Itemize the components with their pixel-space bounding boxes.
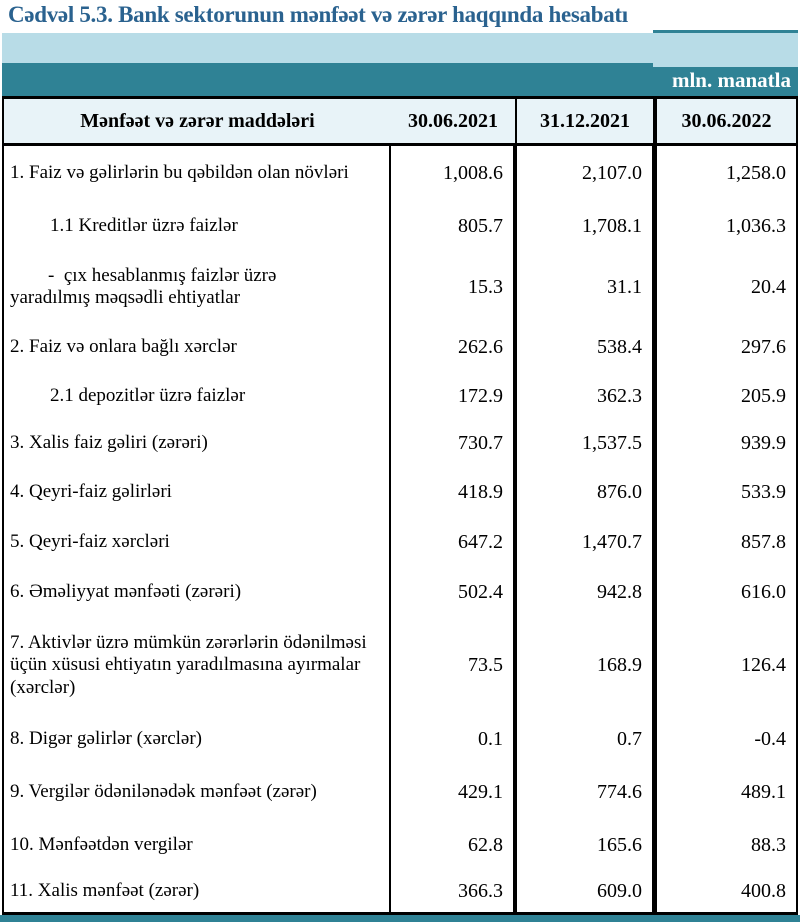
row-value-1: 730.7 xyxy=(391,420,517,467)
row-value-2: 876.0 xyxy=(517,467,657,517)
table-title: Cədvəl 5.3. Bank sektorunun mənfəət və z… xyxy=(8,2,628,27)
row-value-3: 857.8 xyxy=(741,530,786,553)
table-row: 8. Digər gəlirlər (xərclər) 0.1 0.7 -0.4 xyxy=(4,714,796,764)
unit-label: mln. manatla xyxy=(671,68,791,92)
row-label: 4. Qeyri-faiz gəlirləri xyxy=(10,480,172,502)
row-value-2: 609.0 xyxy=(517,870,657,912)
row-label: 7. Aktivlər üzrə mümkün zərərlərin ödəni… xyxy=(10,631,367,698)
row-label: 1. Faiz və gəlirlərin bu qəbildən olan n… xyxy=(10,161,349,183)
table-row: 2.1 depozitlər üzrə faizlər 172.9 362.3 … xyxy=(4,372,796,420)
row-value-2: 362.3 xyxy=(517,372,657,420)
row-value-3: 616.0 xyxy=(741,580,786,603)
table-row: 11. Xalis mənfəət (zərər) 366.3 609.0 40… xyxy=(4,870,796,912)
table-row: 2. Faiz və onlara bağlı xərclər 262.6 53… xyxy=(4,322,796,372)
row-value-1: 805.7 xyxy=(391,200,517,252)
row-label: 8. Digər gəlirlər (xərclər) xyxy=(10,727,203,749)
row-label: 10. Mənfəətdən vergilər xyxy=(10,833,193,855)
row-value-3: 939.9 xyxy=(741,432,786,454)
row-value-2: 774.6 xyxy=(517,764,657,820)
table-row: 10. Mənfəətdən vergilər 62.8 165.6 88.3 xyxy=(4,820,796,870)
row-label: 1.1 Kreditlər üzrə faizlər xyxy=(50,214,238,236)
row-value-3: 1,036.3 xyxy=(726,214,786,237)
table-row: 1. Faiz və gəlirlərin bu qəbildən olan n… xyxy=(4,146,796,200)
light-blue-band-step xyxy=(653,63,798,67)
row-value-2: 942.8 xyxy=(517,567,657,617)
row-label: 2. Faiz və onlara bağlı xərclər xyxy=(10,335,237,357)
row-label: 11. Xalis mənfəət (zərər) xyxy=(10,879,200,901)
row-value-1: 1,008.6 xyxy=(391,146,517,200)
row-label: 3. Xalis faiz gəliri (zərəri) xyxy=(10,432,208,454)
row-value-2: 0.7 xyxy=(517,714,657,764)
row-value-3: 489.1 xyxy=(741,780,786,803)
row-value-3: 297.6 xyxy=(741,335,786,358)
table-row: 3. Xalis faiz gəliri (zərəri) 730.7 1,53… xyxy=(4,420,796,467)
table-row: 6. Əməliyyat mənfəəti (zərəri) 502.4 942… xyxy=(4,567,796,617)
table-row: 7. Aktivlər üzrə mümkün zərərlərin ödəni… xyxy=(4,617,796,714)
table-row: 1.1 Kreditlər üzrə faizlər 805.7 1,708.1… xyxy=(4,200,796,252)
table-header-row: Mənfəət və zərər maddələri 30.06.2021 31… xyxy=(4,99,796,146)
row-value-2: 538.4 xyxy=(517,322,657,372)
column-header-items: Mənfəət və zərər maddələri xyxy=(80,109,315,132)
row-value-2: 1,708.1 xyxy=(517,200,657,252)
pnl-table: Mənfəət və zərər maddələri 30.06.2021 31… xyxy=(2,96,798,915)
row-value-3: 88.3 xyxy=(751,833,786,856)
row-value-2: 165.6 xyxy=(517,820,657,870)
row-value-3: -0.4 xyxy=(754,727,786,750)
row-label: 6. Əməliyyat mənfəəti (zərəri) xyxy=(10,580,242,602)
table-row: 5. Qeyri-faiz xərcləri 647.2 1,470.7 857… xyxy=(4,517,796,567)
bottom-teal-strip xyxy=(0,915,800,922)
column-header-31-12-2021: 31.12.2021 xyxy=(517,99,657,143)
light-blue-band xyxy=(2,33,798,63)
row-value-1: 0.1 xyxy=(391,714,517,764)
row-label: - çıx hesablanmış faizlər üzrə yaradılmı… xyxy=(10,264,277,308)
row-label: 5. Qeyri-faiz xərcləri xyxy=(10,530,170,552)
row-value-1: 429.1 xyxy=(391,764,517,820)
column-header-30-06-2021: 30.06.2021 xyxy=(391,99,517,143)
row-value-1: 73.5 xyxy=(391,617,517,714)
table-row: - çıx hesablanmış faizlər üzrə yaradılmı… xyxy=(4,252,796,322)
row-value-2: 2,107.0 xyxy=(517,146,657,200)
row-value-1: 262.6 xyxy=(391,322,517,372)
row-value-3: 400.8 xyxy=(741,879,786,902)
row-value-1: 418.9 xyxy=(391,467,517,517)
row-label: 2.1 depozitlər üzrə faizlər xyxy=(50,384,246,406)
row-value-3: 20.4 xyxy=(751,275,786,298)
row-value-1: 172.9 xyxy=(391,372,517,420)
teal-band xyxy=(2,63,798,96)
teal-sliver xyxy=(653,30,798,34)
row-value-1: 647.2 xyxy=(391,517,517,567)
row-value-2: 1,537.5 xyxy=(517,420,657,467)
row-value-3: 126.4 xyxy=(741,654,786,676)
row-value-1: 62.8 xyxy=(391,820,517,870)
row-value-3: 205.9 xyxy=(741,384,786,407)
table-row: 9. Vergilər ödənilənədək mənfəət (zərər)… xyxy=(4,764,796,820)
table-row: 4. Qeyri-faiz gəlirləri 418.9 876.0 533.… xyxy=(4,467,796,517)
row-value-2: 168.9 xyxy=(517,617,657,714)
row-value-2: 31.1 xyxy=(517,252,657,322)
row-value-3: 1,258.0 xyxy=(726,161,786,184)
row-value-1: 366.3 xyxy=(391,870,517,912)
row-value-1: 15.3 xyxy=(391,252,517,322)
row-value-1: 502.4 xyxy=(391,567,517,617)
row-value-3: 533.9 xyxy=(741,480,786,503)
row-label: 9. Vergilər ödənilənədək mənfəət (zərər) xyxy=(10,780,317,802)
row-value-2: 1,470.7 xyxy=(517,517,657,567)
column-header-30-06-2022: 30.06.2022 xyxy=(681,109,772,132)
header-bands: mln. manatla xyxy=(2,30,798,96)
